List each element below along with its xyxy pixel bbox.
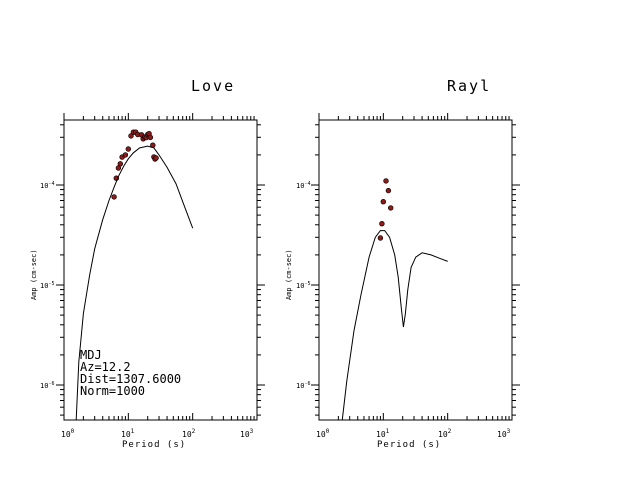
rayl-x-tick-label: 102 — [438, 428, 452, 439]
rayl-x-tick-label: 100 — [316, 428, 330, 439]
rayl-observed-point — [379, 221, 385, 227]
love-x-axis-label: Period (s) — [122, 440, 186, 450]
love-observed-point — [147, 134, 154, 141]
love-ticks — [56, 113, 265, 420]
rayl-observed-point — [380, 199, 386, 205]
love-x-tick-label: 103 — [240, 428, 254, 439]
rayl-panel: Rayl 100 101 102 103 10-4 10-5 10-6 Peri… — [285, 77, 520, 450]
rayl-x-axis-label: Period (s) — [377, 440, 441, 450]
rayl-observed-point — [377, 235, 384, 241]
love-model-curve — [75, 145, 194, 420]
rayl-observed-point — [385, 187, 392, 194]
rayl-x-tick-label: 103 — [497, 428, 511, 439]
rayl-x-tick-label: 101 — [376, 428, 390, 439]
rayl-y-tick-label: 10-5 — [296, 281, 310, 290]
love-title: Love — [191, 77, 235, 95]
love-plot-frame — [63, 119, 258, 421]
azimuth-label: Az=12.2 — [80, 360, 131, 374]
rayl-model-curve — [341, 230, 448, 420]
love-observed-point — [111, 194, 117, 200]
rayl-ticks — [311, 113, 520, 420]
rayl-title: Rayl — [447, 77, 491, 95]
love-plot-area — [75, 129, 194, 420]
rayl-x-tick-labels: 100 101 102 103 — [316, 428, 511, 439]
love-observed-point — [153, 155, 159, 161]
love-observed-point — [125, 146, 132, 152]
rayl-y-axis-label: Amp (cm-sec) — [285, 249, 293, 300]
distance-label: Dist=1307.6000 — [80, 372, 181, 386]
rayl-y-tick-label: 10-6 — [296, 381, 310, 390]
rayl-y-tick-labels: 10-4 10-5 10-6 — [296, 181, 310, 390]
love-y-tick-label: 10-6 — [40, 381, 54, 390]
love-x-tick-labels: 100 101 102 103 — [61, 428, 254, 439]
love-y-axis-label: Amp (cm-sec) — [30, 249, 38, 300]
love-observed-point — [128, 133, 134, 139]
norm-label: Norm=1000 — [80, 384, 145, 398]
love-panel: Love 100 101 102 103 10-4 10-5 10-6 Peri… — [30, 77, 265, 450]
love-observed-point — [117, 161, 124, 167]
love-x-tick-label: 100 — [61, 428, 75, 439]
love-observed-point — [122, 152, 129, 158]
station-label: MDJ — [80, 348, 102, 362]
love-y-tick-label: 10-5 — [40, 281, 54, 290]
love-annotation: MDJ Az=12.2 Dist=1307.6000 Norm=1000 — [80, 348, 181, 398]
love-x-tick-label: 101 — [121, 428, 135, 439]
rayl-observed-point — [383, 178, 389, 184]
rayl-observed-point — [388, 205, 394, 211]
love-y-tick-label: 10-4 — [40, 181, 54, 190]
love-y-tick-labels: 10-4 10-5 10-6 — [40, 181, 54, 390]
love-x-tick-label: 102 — [182, 428, 196, 439]
rayl-y-tick-label: 10-4 — [296, 181, 310, 190]
rayl-plot-area — [341, 178, 448, 420]
rayl-plot-frame — [318, 119, 513, 421]
